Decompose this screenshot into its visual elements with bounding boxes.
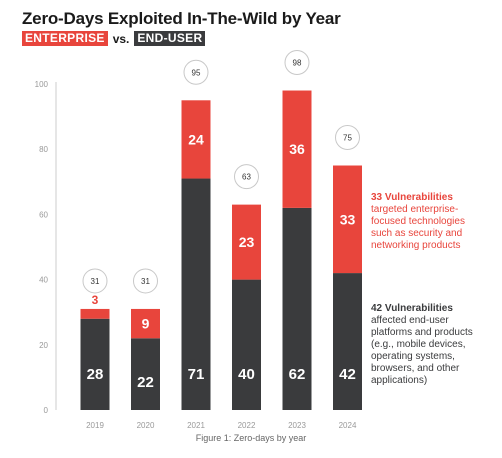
enterprise-annotation: 33 Vulnerabilities targeted enterprise- … [371,192,465,252]
chart-title: Zero-Days Exploited In-The-Wild by Year [22,9,341,28]
enduser-annotation: 42 Vulnerabilities affected end-user pla… [371,303,473,387]
enterprise-annotation-line: focused technologies [371,216,465,227]
bar-enterprise [232,204,261,280]
total-bubble-label: 31 [91,277,100,286]
bar-enterprise [181,100,211,179]
y-tick-label: 40 [39,276,48,285]
total-bubble-label: 95 [192,68,201,77]
total-bubble-label: 98 [293,59,302,68]
bar-enterprise-label: 9 [142,316,150,332]
bar-enduser-label: 40 [238,366,255,383]
x-tick-label: 2023 [288,421,306,430]
enduser-annotation-heading: 42 Vulnerabilities [371,303,453,314]
chart-subtitle: ENTERPRISE vs. END-USER [22,31,206,46]
bar-enduser-label: 71 [188,366,205,383]
bar-enterprise [333,165,362,274]
total-bubble-label: 75 [343,134,352,143]
y-tick-label: 100 [35,80,49,89]
enduser-annotation-line: affected end-user [371,315,449,326]
x-tick-label: 2024 [339,421,357,430]
y-tick-label: 20 [39,341,48,350]
bar-enterprise [131,308,160,339]
x-tick-label: 2019 [86,421,104,430]
bar-enduser-label: 22 [137,374,154,391]
figure-caption: Figure 1: Zero-days by year [195,433,307,443]
bar-enduser-label: 42 [339,366,356,383]
bar-enduser [181,178,211,410]
enduser-annotation-body: affected end-user platforms and products… [371,315,473,387]
enduser-annotation-line: applications) [371,375,428,386]
bar-enterprise [282,90,312,208]
enterprise-legend-chip: ENTERPRISE [22,31,108,46]
x-tick-label: 2020 [137,421,155,430]
y-tick-label: 60 [39,210,48,219]
enterprise-annotation-body: targeted enterprise- focused technologie… [371,204,465,252]
enterprise-annotation-line: targeted enterprise- [371,204,459,215]
bar-enduser [80,318,110,410]
bar-enterprise-label: 24 [188,131,204,147]
bar-enduser [131,338,160,410]
bar-enduser [333,273,362,410]
enduser-annotation-line: browsers, and other [371,363,460,374]
bar-enterprise-label: 23 [239,234,255,250]
y-tick-label: 80 [39,145,48,154]
total-bubble [284,50,310,76]
enterprise-annotation-heading: 33 Vulnerabilities [371,192,453,203]
bar-enduser [232,279,261,410]
total-bubble-label: 31 [141,277,150,286]
bar-enterprise-label: 33 [340,211,356,227]
vs-text: vs. [112,31,130,46]
enterprise-annotation-line: networking products [371,240,461,251]
bar-enterprise-label: 3 [92,293,99,307]
bar-enterprise-label: 36 [289,141,305,157]
enduser-annotation-line: operating systems, [371,351,455,362]
enduser-annotation-line: (e.g., mobile devices, [371,339,466,350]
total-bubble [133,268,158,294]
x-tick-label: 2022 [238,421,256,430]
total-bubble [82,268,108,294]
total-bubble-label: 63 [242,173,251,182]
bar-enterprise [80,308,110,319]
y-tick-label: 0 [44,406,49,415]
total-bubble [183,59,209,85]
x-tick-label: 2021 [187,421,205,430]
bar-enduser [282,207,312,410]
enterprise-annotation-line: such as security and [371,228,463,239]
bar-enduser-label: 62 [289,366,306,383]
total-bubble [234,164,259,190]
bar-enduser-label: 28 [87,366,104,383]
total-bubble [335,125,360,150]
enduser-annotation-line: platforms and products [371,327,473,338]
enduser-legend-chip: END-USER [134,31,206,46]
